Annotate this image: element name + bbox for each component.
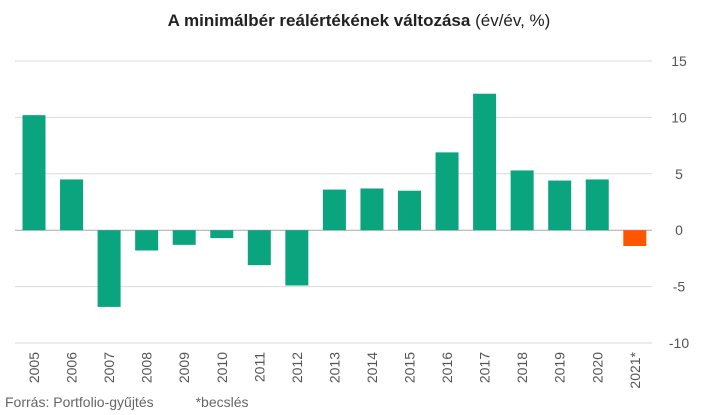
bar-2008 (135, 230, 159, 251)
x-tick-label: 2018 (514, 352, 530, 383)
bar-2011 (247, 230, 271, 266)
bar-2012 (285, 230, 309, 286)
bar-2017 (473, 93, 497, 231)
bar-2014 (360, 188, 384, 231)
chart-title-main: A minimálbér reálértékének változása (167, 11, 471, 30)
bar-2013 (322, 189, 346, 231)
x-tick-label: 2005 (26, 352, 42, 383)
bar-2016 (435, 152, 459, 231)
x-tick-label: 2017 (477, 352, 493, 383)
estimate-note: *becslés (195, 394, 249, 410)
chart-title-suffix: (év/év, %) (475, 11, 551, 30)
x-tick-label: 2009 (176, 352, 192, 383)
source-note: Forrás: Portfolio-gyűjtés (5, 394, 154, 410)
x-tick-label: 2014 (364, 352, 380, 383)
bar-2007 (97, 230, 121, 307)
bar-2010 (210, 230, 234, 239)
x-tick-label: 2012 (289, 352, 305, 383)
x-tick-label: 2011 (251, 352, 267, 382)
y-tick-label: 0 (675, 222, 683, 238)
bar-2019 (548, 180, 572, 231)
bar-2009 (172, 230, 196, 245)
x-tick-label: 2019 (552, 352, 568, 383)
bar-2015 (398, 190, 421, 231)
bar-2006 (60, 179, 84, 231)
chart-title: A minimálbér reálértékének változása (év… (0, 11, 718, 31)
x-tick-label: 2013 (326, 352, 342, 383)
bar-2005 (22, 115, 46, 231)
x-tick-label: 2020 (589, 352, 605, 383)
bar-2021 (623, 230, 647, 246)
x-tick-label: 2016 (439, 352, 455, 383)
y-tick-label: 10 (671, 109, 687, 125)
y-tick-label: 5 (675, 166, 683, 182)
chart-footer: Forrás: Portfolio-gyűjtés *becslés (5, 394, 291, 410)
x-tick-label: 2021* (627, 351, 643, 388)
bar-2020 (585, 179, 609, 231)
y-tick-label: 15 (671, 53, 687, 69)
bar-2018 (510, 170, 534, 231)
x-tick-label: 2015 (402, 352, 418, 383)
y-tick-label: -5 (673, 279, 686, 295)
x-tick-label: 2006 (64, 352, 80, 383)
x-tick-label: 2010 (214, 352, 230, 383)
x-tick-label: 2007 (101, 352, 117, 383)
y-tick-label: -10 (669, 335, 689, 351)
x-tick-label: 2008 (139, 352, 155, 383)
